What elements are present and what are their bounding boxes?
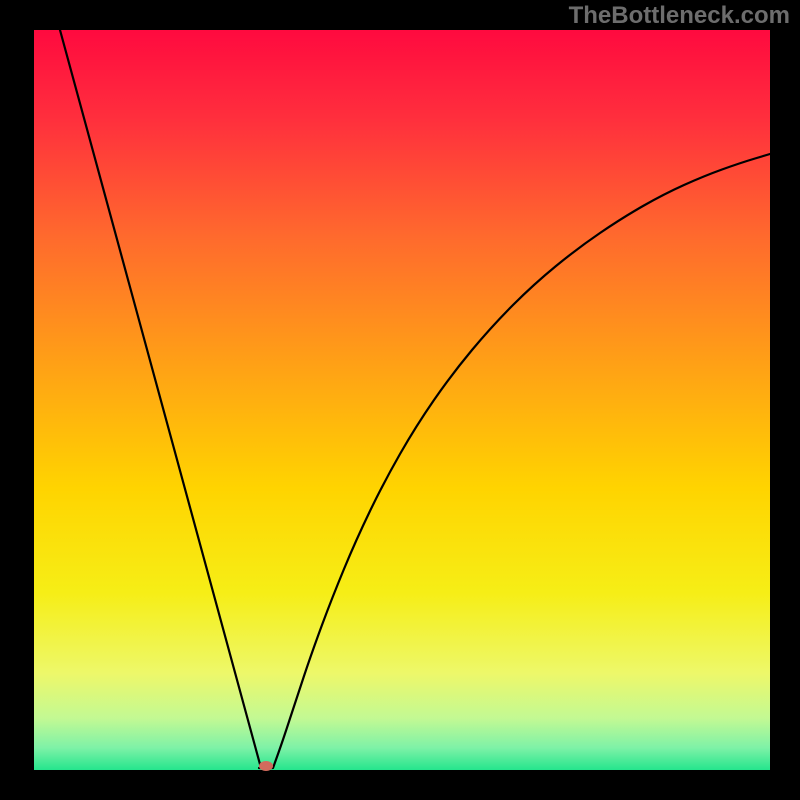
watermark-text: TheBottleneck.com bbox=[569, 2, 790, 30]
min-marker bbox=[259, 761, 273, 771]
plot-area bbox=[34, 30, 770, 770]
chart-svg bbox=[0, 0, 800, 800]
chart-canvas: TheBottleneck.com bbox=[0, 0, 800, 800]
